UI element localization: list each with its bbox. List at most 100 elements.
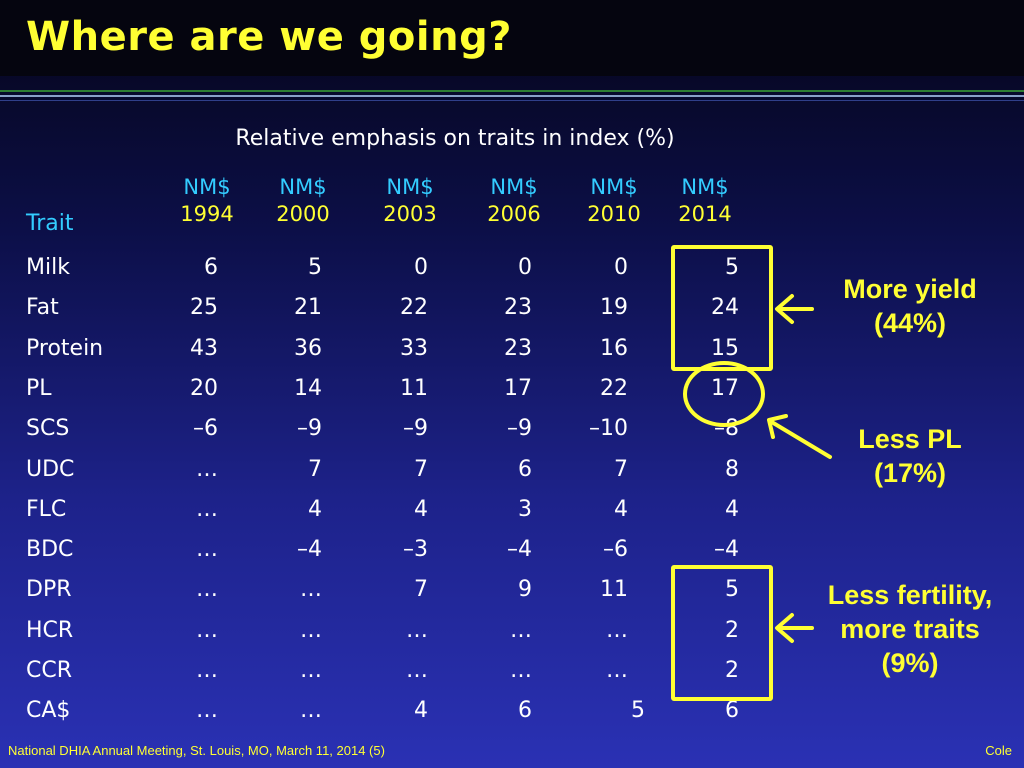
table-cell: 0: [614, 255, 628, 280]
trait-label: DPR: [26, 577, 72, 602]
table-cell: –9: [507, 416, 532, 441]
table-cell: …: [300, 698, 322, 723]
table-cell: 11: [600, 577, 628, 602]
column-year: 2006: [487, 202, 541, 226]
yield-arrow-icon: [775, 294, 814, 324]
column-index-name: NM$: [386, 175, 434, 199]
table-cell: 21: [294, 295, 322, 320]
yield-highlight-box: [671, 245, 773, 371]
table-cell: 33: [400, 336, 428, 361]
table-cell: –4: [297, 537, 322, 562]
table-cell: 5: [725, 577, 739, 602]
table-cell: 7: [414, 457, 428, 482]
table-cell: –9: [297, 416, 322, 441]
table-cell: –4: [507, 537, 532, 562]
trait-label: FLC: [26, 497, 67, 522]
table-cell: 2: [725, 658, 739, 683]
divider-dark: [0, 100, 1024, 101]
table-cell: 5: [725, 255, 739, 280]
table-cell: 5: [631, 698, 645, 723]
table-cell: …: [406, 618, 428, 643]
table-cell: …: [196, 698, 218, 723]
table-cell: –4: [714, 537, 739, 562]
column-index-name: NM$: [681, 175, 729, 199]
table-cell: 23: [504, 295, 532, 320]
callout-fertility-line3: (9%): [881, 648, 939, 678]
column-header-3: NM$ 2006: [469, 174, 559, 228]
table-cell: 43: [190, 336, 218, 361]
callout-more-yield-line2: (44%): [873, 308, 947, 338]
table-cell: 6: [518, 457, 532, 482]
column-header-0: NM$ 1994: [162, 174, 252, 228]
trait-label: HCR: [26, 618, 74, 643]
table-cell: …: [406, 658, 428, 683]
table-cell: 19: [600, 295, 628, 320]
table-cell: –6: [193, 416, 218, 441]
callout-more-yield: More yield (44%): [812, 272, 1008, 340]
trait-label: SCS: [26, 416, 70, 441]
table-cell: 4: [308, 497, 322, 522]
table-cell: 16: [600, 336, 628, 361]
trait-label: Protein: [26, 336, 104, 361]
table-cell: 4: [414, 698, 428, 723]
table-cell: 0: [414, 255, 428, 280]
table-cell: …: [196, 457, 218, 482]
table-cell: –3: [403, 537, 428, 562]
trait-column-header: Trait: [26, 211, 74, 236]
table-cell: 22: [400, 295, 428, 320]
table-cell: …: [196, 497, 218, 522]
table-cell: –6: [603, 537, 628, 562]
table-cell: …: [510, 658, 532, 683]
column-index-name: NM$: [279, 175, 327, 199]
table-cell: 7: [614, 457, 628, 482]
trait-label: CA$: [26, 698, 71, 723]
table-cell: 36: [294, 336, 322, 361]
table-cell: 11: [400, 376, 428, 401]
table-cell: 25: [190, 295, 218, 320]
trait-label: Milk: [26, 255, 70, 280]
table-cell: 8: [725, 457, 739, 482]
callout-less-pl-line2: (17%): [873, 458, 947, 488]
table-cell: 17: [504, 376, 532, 401]
table-cell: –10: [589, 416, 628, 441]
divider-green: [0, 90, 1024, 92]
table-cell: …: [300, 577, 322, 602]
table-cell: 14: [294, 376, 322, 401]
table-cell: –9: [403, 416, 428, 441]
slide-title: Where are we going?: [26, 14, 512, 60]
table-cell: …: [196, 577, 218, 602]
column-index-name: NM$: [590, 175, 638, 199]
table-cell: 22: [600, 376, 628, 401]
trait-label: PL: [26, 376, 52, 401]
callout-fertility-line1: Less fertility,: [827, 580, 993, 610]
column-index-name: NM$: [490, 175, 538, 199]
table-cell: …: [196, 658, 218, 683]
divider-light: [0, 95, 1024, 97]
table-cell: …: [300, 618, 322, 643]
callout-fertility: Less fertility, more traits (9%): [800, 578, 1020, 680]
table-cell: 6: [518, 698, 532, 723]
callout-less-pl-line1: Less PL: [858, 424, 962, 454]
table-cell: 3: [518, 497, 532, 522]
trait-label: Fat: [26, 295, 59, 320]
table-cell: …: [510, 618, 532, 643]
table-cell: …: [606, 618, 628, 643]
table-cell: 4: [725, 497, 739, 522]
callout-less-pl: Less PL (17%): [812, 422, 1008, 490]
table-cell: 4: [614, 497, 628, 522]
column-header-2: NM$ 2003: [365, 174, 455, 228]
table-cell: 4: [414, 497, 428, 522]
table-cell: 24: [711, 295, 739, 320]
table-cell: 15: [711, 336, 739, 361]
table-cell: 0: [518, 255, 532, 280]
table-cell: 9: [518, 577, 532, 602]
column-header-1: NM$ 2000: [258, 174, 348, 228]
column-year: 2000: [276, 202, 330, 226]
callout-fertility-line2: more traits: [840, 614, 980, 644]
column-header-5: NM$ 2014: [660, 174, 750, 228]
column-year: 1994: [180, 202, 234, 226]
trait-label: BDC: [26, 537, 74, 562]
callout-more-yield-line1: More yield: [843, 274, 977, 304]
trait-label: UDC: [26, 457, 75, 482]
table-cell: 6: [204, 255, 218, 280]
